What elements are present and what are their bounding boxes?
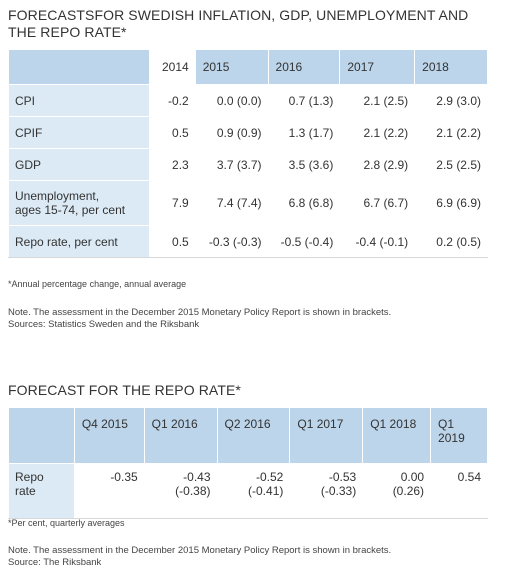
table-cell: -0.4 (-0.1) xyxy=(339,225,416,258)
column-header: Q4 2015 xyxy=(73,407,145,464)
table-header-row: Q4 2015 Q1 2016 Q2 2016 Q1 2017 Q1 2018 … xyxy=(8,407,488,464)
table-cell: 0.7 (1.3) xyxy=(267,84,341,117)
column-header: Q1 2018 xyxy=(362,407,432,464)
table-row: CPI -0.2 0.0 (0.0) 0.7 (1.3) 2.1 (2.5) 2… xyxy=(8,84,488,117)
table-cell: 2.1 (2.5) xyxy=(339,84,416,117)
row-label: Repo rate xyxy=(8,463,75,519)
table2-sources: Source: The Riksbank xyxy=(8,557,102,568)
forecast-table: 2014 2015 2016 2017 2018 CPI -0.2 0.0 (0… xyxy=(8,49,488,258)
row-label: GDP xyxy=(8,148,150,181)
column-header: 2015 xyxy=(194,49,269,85)
table-cell: -0.52 (-0.41) xyxy=(216,463,291,519)
table-cell: 0.5 xyxy=(148,116,196,149)
table-cell: -0.3 (-0.3) xyxy=(194,225,269,258)
table-cell: 2.3 xyxy=(148,148,196,181)
column-header: 2017 xyxy=(339,49,416,85)
table-cell: -0.43 (-0.38) xyxy=(143,463,218,519)
column-header: 2016 xyxy=(267,49,341,85)
table-cell: 6.7 (6.7) xyxy=(339,180,416,226)
column-header: Q1 2016 xyxy=(143,407,218,464)
table2-footnote: *Per cent, quarterly averages xyxy=(8,518,125,528)
row-label: Unemployment, ages 15-74, per cent xyxy=(8,180,150,226)
row-label: CPI xyxy=(8,84,150,117)
table1-note: Note. The assessment in the December 201… xyxy=(8,307,392,318)
table-cell: 6.8 (6.8) xyxy=(267,180,341,226)
table-cell: 6.9 (6.9) xyxy=(414,180,488,226)
table-row: CPIF 0.5 0.9 (0.9) 1.3 (1.7) 2.1 (2.2) 2… xyxy=(8,116,488,149)
table-header-row: 2014 2015 2016 2017 2018 xyxy=(8,49,488,85)
table-row: Repo rate -0.35 -0.43 (-0.38) -0.52 (-0.… xyxy=(8,463,488,519)
table-cell: 2.5 (2.5) xyxy=(414,148,488,181)
table1-title: FORECASTSFOR SWEDISH INFLATION, GDP, UNE… xyxy=(8,7,469,40)
table-cell: 7.4 (7.4) xyxy=(194,180,269,226)
table-row: Repo rate, per cent 0.5 -0.3 (-0.3) -0.5… xyxy=(8,225,488,258)
table-cell: 2.1 (2.2) xyxy=(339,116,416,149)
table-cell: 1.3 (1.7) xyxy=(267,116,341,149)
column-header: Q1 2017 xyxy=(289,407,364,464)
table-cell: 3.7 (3.7) xyxy=(194,148,269,181)
table-cell: 0.0 (0.0) xyxy=(194,84,269,117)
row-label: Repo rate, per cent xyxy=(8,225,150,258)
table-cell: 3.5 (3.6) xyxy=(267,148,341,181)
table-cell: 0.2 (0.5) xyxy=(414,225,488,258)
table-cell: 2.8 (2.9) xyxy=(339,148,416,181)
table-cell: 0.00 (0.26) xyxy=(362,463,432,519)
table1-sources: Sources: Statistics Sweden and the Riksb… xyxy=(8,319,200,330)
table-cell: 0.9 (0.9) xyxy=(194,116,269,149)
table2-note: Note. The assessment in the December 201… xyxy=(8,545,392,556)
repo-rate-table: Q4 2015 Q1 2016 Q2 2016 Q1 2017 Q1 2018 … xyxy=(8,407,488,519)
table-cell: -0.5 (-0.4) xyxy=(267,225,341,258)
table-cell: -0.2 xyxy=(148,84,196,117)
table-cell: 0.5 xyxy=(148,225,196,258)
table1-footnote: *Annual percentage change, annual averag… xyxy=(8,279,187,289)
column-header: Q2 2016 xyxy=(216,407,291,464)
table-cell: -0.53 (-0.33) xyxy=(289,463,364,519)
table-cell: 0.54 xyxy=(430,463,488,519)
table-row: Unemployment, ages 15-74, per cent 7.9 7… xyxy=(8,180,488,226)
table-cell: 2.9 (3.0) xyxy=(414,84,488,117)
table2-title: FORECAST FOR THE REPO RATE* xyxy=(8,382,241,398)
column-header: 2014 xyxy=(148,49,196,85)
column-header: Q1 2019 xyxy=(430,407,488,464)
header-corner xyxy=(8,49,150,85)
table-row: GDP 2.3 3.7 (3.7) 3.5 (3.6) 2.8 (2.9) 2.… xyxy=(8,148,488,181)
header-corner xyxy=(8,407,75,464)
column-header: 2018 xyxy=(414,49,488,85)
row-label: CPIF xyxy=(8,116,150,149)
table-cell: 2.1 (2.2) xyxy=(414,116,488,149)
table-cell: 7.9 xyxy=(148,180,196,226)
table-cell: -0.35 xyxy=(73,463,145,519)
